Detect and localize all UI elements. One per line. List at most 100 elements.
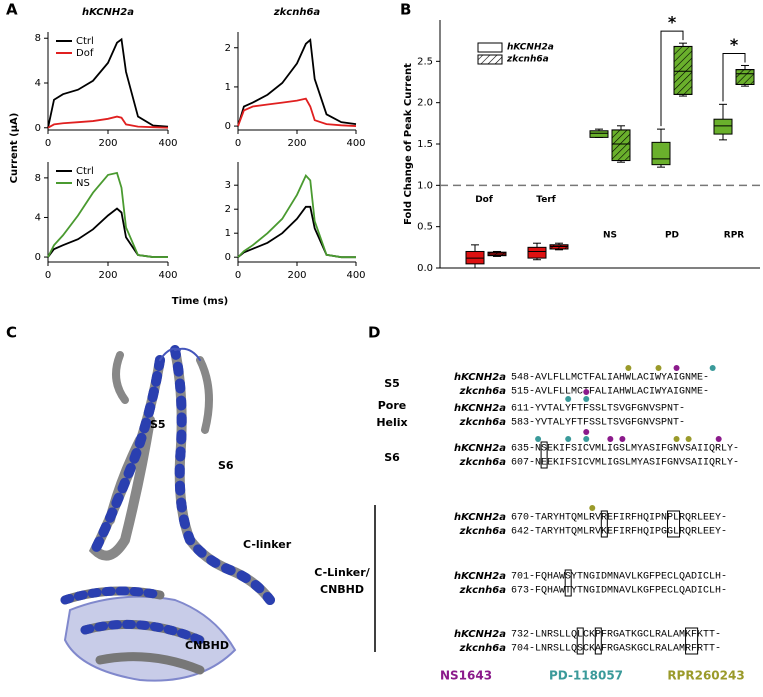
region-label: S5 bbox=[384, 377, 400, 390]
x-tick-label: 400 bbox=[346, 138, 365, 149]
y-tick-label: 2 bbox=[225, 204, 231, 215]
category-label: NS bbox=[603, 231, 617, 241]
legend-label: Dof bbox=[76, 48, 94, 59]
species-name: zkcnh6a bbox=[459, 417, 507, 428]
x-axis-label: Time (ms) bbox=[172, 296, 228, 307]
binding-site-dot bbox=[583, 436, 590, 442]
residue-box bbox=[600, 510, 608, 538]
x-tick-label: 200 bbox=[287, 270, 306, 281]
sequence: 548-AVLFLLMCTFALIAHWLACIWYAIGNME- bbox=[511, 373, 709, 384]
species-name: zkcnh6a bbox=[459, 585, 507, 596]
significance-label: * bbox=[668, 13, 677, 32]
region-label: Helix bbox=[376, 416, 407, 429]
drug-legend: NS1643 bbox=[440, 669, 492, 683]
legend-label: zkcnh6a bbox=[506, 55, 549, 65]
residue-box bbox=[667, 510, 681, 538]
binding-site-dot bbox=[583, 429, 590, 435]
structure-label: CNBHD bbox=[185, 639, 229, 652]
x-tick-label: 0 bbox=[235, 270, 241, 281]
y-tick-label: 0.5 bbox=[417, 222, 433, 233]
binding-site-dot bbox=[607, 436, 614, 442]
box-hatch bbox=[611, 129, 631, 162]
y-tick-label: 1 bbox=[225, 228, 231, 239]
y-tick-label: 1.5 bbox=[417, 139, 433, 150]
species-name: hKCNH2a bbox=[454, 512, 506, 523]
y-tick-label: 0 bbox=[35, 123, 41, 134]
x-tick-label: 0 bbox=[45, 270, 51, 281]
trace bbox=[237, 38, 357, 127]
y-tick-label: 1 bbox=[225, 82, 231, 93]
y-tick-label: 0 bbox=[35, 252, 41, 263]
binding-site-dot bbox=[685, 436, 692, 442]
region-label: Pore bbox=[378, 399, 407, 412]
legend-label: Ctrl bbox=[76, 166, 94, 177]
legend-label: hKCNH2a bbox=[507, 43, 554, 53]
binding-site-dot bbox=[589, 505, 596, 511]
species-name: zkcnh6a bbox=[459, 526, 507, 537]
x-tick-label: 200 bbox=[98, 270, 117, 281]
drug-legend: PD-118057 bbox=[549, 669, 623, 683]
trace bbox=[47, 115, 169, 129]
sequence: 673-FQHAWTYTNGIDMNAVLKGFPECLQADICLH- bbox=[511, 586, 727, 597]
y-tick-label: 4 bbox=[35, 212, 41, 223]
x-tick-label: 0 bbox=[235, 138, 241, 149]
x-tick-label: 400 bbox=[158, 138, 177, 149]
residue-box bbox=[576, 627, 584, 655]
legend-swatch bbox=[477, 54, 503, 65]
significance-bracket bbox=[660, 30, 684, 127]
category-label: Dof bbox=[475, 195, 493, 205]
box bbox=[527, 246, 547, 259]
binding-site-dot bbox=[715, 436, 722, 442]
trace bbox=[47, 37, 169, 128]
sequence: 611-YVTALYFTFSSLTSVGFGNVSPNT- bbox=[511, 404, 685, 415]
category-label: PD bbox=[665, 231, 679, 241]
sequence: 515-AVLFLLMCTFALIAHWLACIWYAIGNME- bbox=[511, 387, 709, 398]
y-axis-label: Current (μA) bbox=[9, 113, 20, 184]
sequence: 607-NEEKIFSICVMLIGSLMYASIFGNVSAIIQRLY- bbox=[511, 458, 739, 469]
significance-bracket bbox=[722, 52, 746, 102]
species-name: hKCNH2a bbox=[454, 403, 506, 414]
y-tick-label: 2 bbox=[225, 43, 231, 54]
drug-legend: RPR260243 bbox=[667, 669, 744, 683]
x-tick-label: 200 bbox=[287, 138, 306, 149]
y-axis-label: Fold Change of Peak Current bbox=[403, 63, 414, 225]
species-name: hKCNH2a bbox=[454, 443, 506, 454]
protein-structure bbox=[60, 345, 275, 682]
legend-swatch bbox=[477, 42, 503, 53]
y-tick-label: 8 bbox=[35, 33, 41, 44]
box-hatch bbox=[673, 45, 693, 95]
y-tick-label: 3 bbox=[225, 180, 231, 191]
binding-site-dot bbox=[673, 436, 680, 442]
structure-label: S5 bbox=[150, 418, 166, 431]
residue-box bbox=[685, 627, 699, 655]
species-name: zkcnh6a bbox=[459, 643, 507, 654]
region-label: C-Linker/ bbox=[314, 566, 370, 579]
sequence: 701-FQHAWSYTNGIDMNAVLKGFPECLQADICLH- bbox=[511, 572, 727, 583]
binding-site-dot bbox=[625, 365, 632, 371]
panel-letter: A bbox=[6, 1, 18, 19]
y-tick-label: 2.5 bbox=[417, 56, 433, 67]
legend-label: NS bbox=[76, 178, 90, 189]
binding-site-dot bbox=[583, 396, 590, 402]
y-tick-label: 4 bbox=[35, 78, 41, 89]
binding-site-dot bbox=[583, 389, 590, 395]
y-tick-label: 2.0 bbox=[417, 98, 433, 109]
sequence: 670-TARYHTQMLRVREFIRFHQIPNPLRQRLEEY- bbox=[511, 513, 727, 524]
structure-label: C-linker bbox=[243, 538, 292, 551]
y-tick-label: 1.0 bbox=[417, 180, 433, 191]
sequence: 583-YVTALYFTFSSLTSVGFGNVSPNT- bbox=[511, 418, 685, 429]
significance-label: * bbox=[730, 35, 739, 54]
category-label: Terf bbox=[536, 195, 555, 205]
panel-letter: D bbox=[368, 324, 380, 342]
species-name: hKCNH2a bbox=[454, 571, 506, 582]
binding-site-dot bbox=[565, 436, 572, 442]
trace bbox=[237, 173, 356, 259]
sequence: 732-LNRSLLQLCKPFRGATKGCLRALAMKFKTT- bbox=[511, 630, 721, 641]
y-tick-label: 0 bbox=[225, 252, 231, 263]
panel-letter: C bbox=[6, 324, 17, 342]
trace bbox=[47, 171, 168, 258]
residue-box bbox=[540, 441, 548, 469]
y-tick-label: 8 bbox=[35, 173, 41, 184]
sequence: 635-NSEKIFSICVMLIGSLMYASIFGNVSAIIQRLY- bbox=[511, 444, 739, 455]
